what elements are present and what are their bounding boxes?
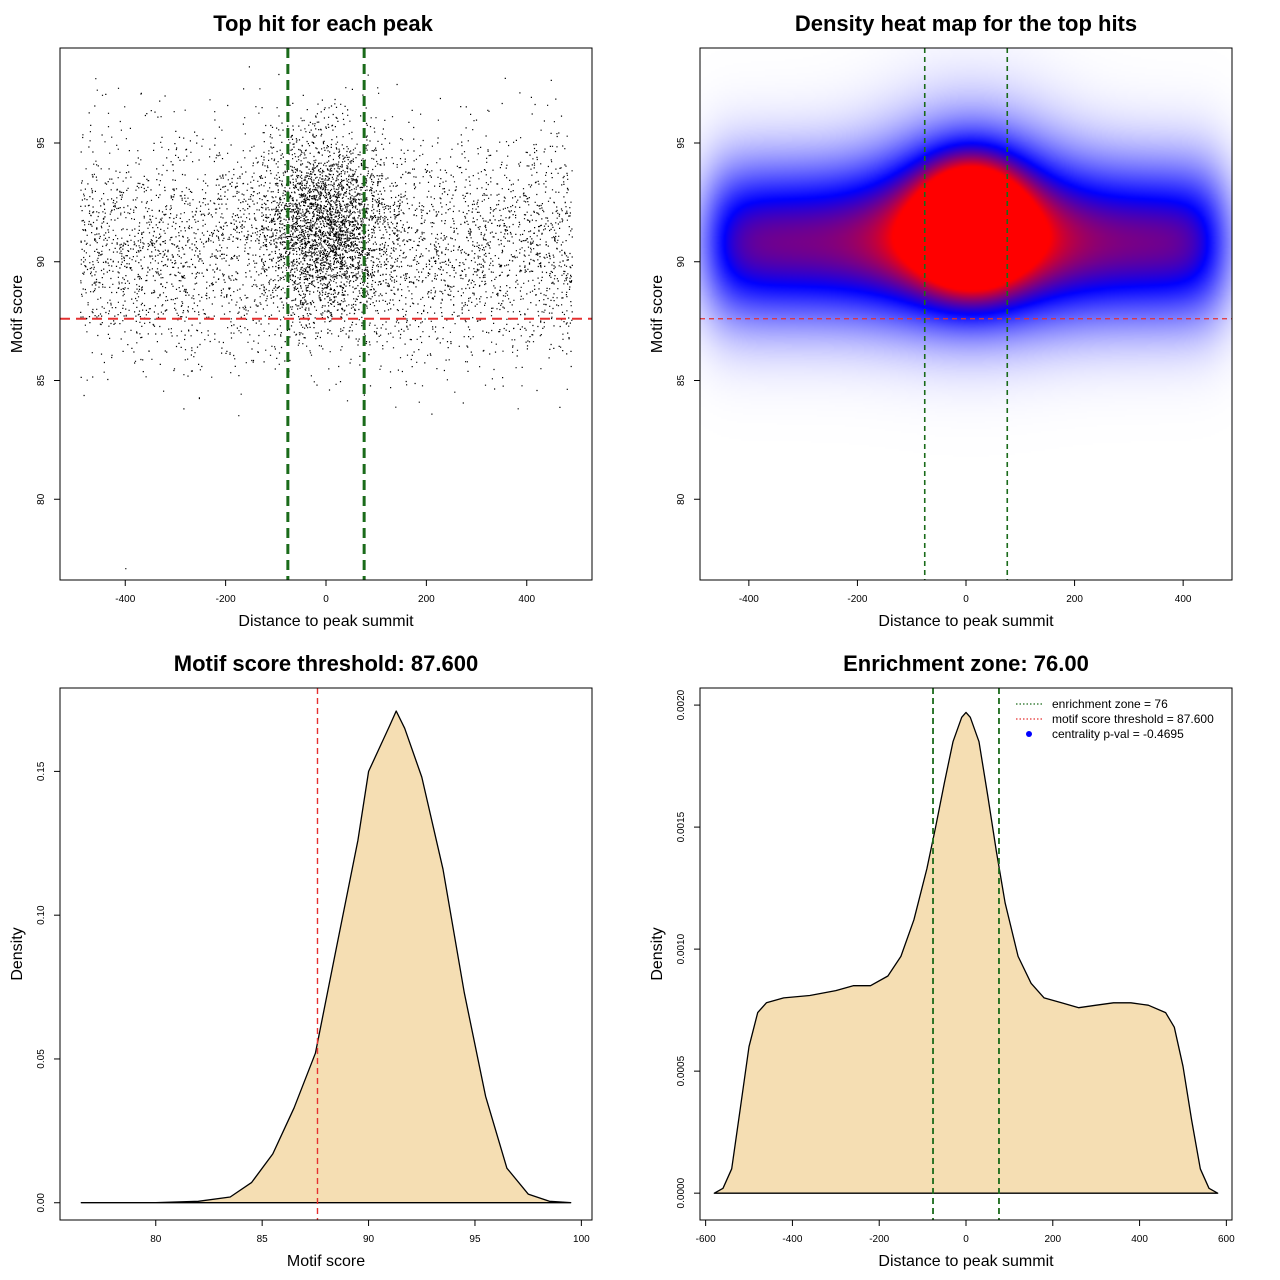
scatter-title: Top hit for each peak xyxy=(213,11,433,36)
1-x-tick-label: 200 xyxy=(1066,594,1083,605)
heatmap-image xyxy=(700,48,1232,580)
2-y-tick-label: 0.00 xyxy=(36,1193,47,1213)
3-x-tick-label: 0 xyxy=(963,1234,969,1245)
2-y-tick-label: 0.05 xyxy=(36,1049,47,1069)
scatter-panel: Top hit for each peak -400 -200 0 200 400 80 8… xyxy=(9,11,593,630)
3-y-tick-label: 0.0005 xyxy=(676,1055,687,1086)
heatmap-axes: -400 -200 0 200 400 80 85 90 95 xyxy=(676,137,1192,605)
distance-density-title: Enrichment zone: 76.00 xyxy=(843,651,1089,676)
2-x-tick-label: 80 xyxy=(150,1234,162,1245)
legend: enrichment zone = 76 motif score thresho… xyxy=(1016,697,1214,741)
score-density-area xyxy=(80,710,572,1204)
0-x-tick-label: -400 xyxy=(115,594,135,605)
1-y-tick-label: 80 xyxy=(676,493,687,505)
heatmap-title: Density heat map for the top hits xyxy=(795,11,1137,36)
distance-density-xlabel: Distance to peak summit xyxy=(878,1253,1054,1270)
score-density-panel: Motif score threshold: 87.600 80 85 90 95 10… xyxy=(9,651,593,1270)
3-x-tick-label: -400 xyxy=(782,1234,802,1245)
scatter-axes: -400 -200 0 200 400 80 85 90 95 xyxy=(36,137,536,605)
2-x-tick-label: 95 xyxy=(469,1234,481,1245)
3-x-tick-label: -600 xyxy=(696,1234,716,1245)
2-x-tick-label: 100 xyxy=(573,1234,590,1245)
0-x-tick-label: 400 xyxy=(518,594,535,605)
3-x-tick-label: 400 xyxy=(1131,1234,1148,1245)
distance-density-reference-lines xyxy=(932,688,1000,1220)
2-x-tick-label: 90 xyxy=(363,1234,375,1245)
2-y-tick-label: 0.10 xyxy=(36,905,47,925)
score-density-axes: 80 85 90 95 100 0.00 0.05 0.10 0.15 xyxy=(36,761,590,1245)
0-x-tick-label: 0 xyxy=(323,594,329,605)
legend-zone-label: enrichment zone = 76 xyxy=(1052,697,1168,711)
3-y-tick-label: 0.0010 xyxy=(676,933,687,964)
scatter-ylabel: Motif score xyxy=(9,275,26,353)
2-y-tick-label: 0.15 xyxy=(36,761,47,781)
scatter-xlabel: Distance to peak summit xyxy=(238,613,414,630)
1-y-tick-label: 90 xyxy=(676,256,687,268)
0-x-tick-label: 200 xyxy=(418,594,435,605)
score-density-curve xyxy=(80,710,572,1204)
legend-pval-label: centrality p-val = -0.4695 xyxy=(1052,727,1184,741)
scatter-reference-lines xyxy=(60,48,592,580)
3-x-tick-label: -200 xyxy=(869,1234,889,1245)
0-x-tick-label: -200 xyxy=(216,594,236,605)
distance-density-axes: -600 -400 -200 0 200 400 600 0.0000 0.0005 0.0010… xyxy=(676,689,1235,1245)
3-y-tick-label: 0.0000 xyxy=(676,1177,687,1208)
1-x-tick-label: 400 xyxy=(1175,594,1192,605)
distance-density-area xyxy=(713,711,1219,1194)
score-density-ylabel: Density xyxy=(9,927,26,980)
1-x-tick-label: -400 xyxy=(739,594,759,605)
1-y-tick-label: 85 xyxy=(676,375,687,387)
distance-density-ylabel: Density xyxy=(649,927,666,980)
1-y-tick-label: 95 xyxy=(676,137,687,149)
1-x-tick-label: 0 xyxy=(963,594,969,605)
legend-pval-dot xyxy=(1026,731,1032,737)
3-y-tick-label: 0.0020 xyxy=(676,689,687,720)
heatmap-ylabel: Motif score xyxy=(649,275,666,353)
2-x-tick-label: 85 xyxy=(257,1234,269,1245)
score-density-xlabel: Motif score xyxy=(287,1253,365,1270)
distance-density-curve xyxy=(713,711,1219,1194)
3-x-tick-label: 600 xyxy=(1218,1234,1235,1245)
1-x-tick-label: -200 xyxy=(847,594,867,605)
3-y-tick-label: 0.0015 xyxy=(676,811,687,842)
0-y-tick-label: 90 xyxy=(36,256,47,268)
0-y-tick-label: 95 xyxy=(36,137,47,149)
score-density-title: Motif score threshold: 87.600 xyxy=(174,651,478,676)
0-y-tick-label: 85 xyxy=(36,375,47,387)
heatmap-reference-lines xyxy=(700,48,1232,580)
legend-threshold-label: motif score threshold = 87.600 xyxy=(1052,712,1214,726)
heatmap-panel: Density heat map for the top hits -400 -2… xyxy=(649,11,1233,630)
heatmap-xlabel: Distance to peak summit xyxy=(878,613,1054,630)
3-x-tick-label: 200 xyxy=(1044,1234,1061,1245)
distance-density-panel: Enrichment zone: 76.00 -600 -400 -200 0 200 4… xyxy=(649,651,1235,1270)
0-y-tick-label: 80 xyxy=(36,493,47,505)
